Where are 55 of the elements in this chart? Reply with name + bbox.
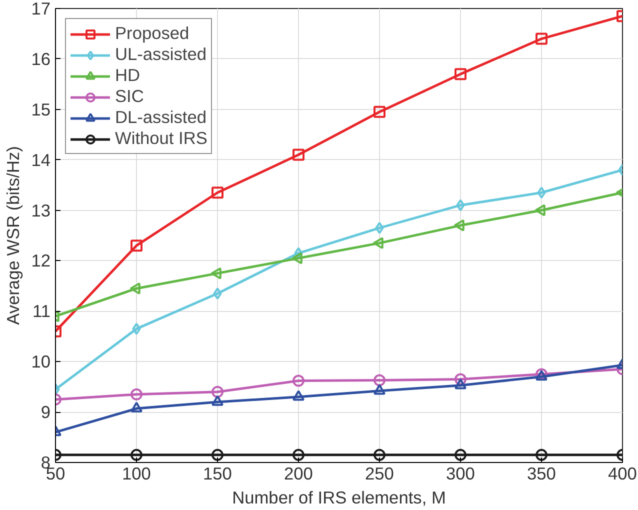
y-tick-label: 12: [31, 250, 51, 271]
y-tick-label: 11: [32, 301, 51, 322]
y-tick-label: 14: [31, 150, 51, 170]
x-tick-label: 200: [284, 464, 313, 484]
point: [130, 402, 142, 412]
point: [375, 222, 384, 234]
point: [292, 252, 302, 264]
point: [292, 374, 304, 387]
x-tick-label: 250: [365, 464, 394, 484]
point: [454, 219, 464, 232]
point: [212, 186, 224, 199]
point: [292, 148, 304, 161]
x-tick-label: 400: [608, 464, 637, 484]
point: [292, 448, 304, 461]
legend-label: SIC: [115, 86, 144, 107]
point: [130, 388, 142, 400]
point: [536, 448, 548, 461]
y-tick-label: 10: [31, 352, 51, 372]
legend-label: Proposed: [115, 23, 190, 44]
x-tick-label: 100: [122, 464, 151, 484]
legend-label: DL-assisted: [115, 107, 206, 128]
y-axis-title: Average WSR (bits/Hz): [3, 146, 24, 325]
point: [130, 448, 142, 461]
x-axis-title: Number of IRS elements, M: [232, 488, 446, 508]
point: [372, 237, 384, 250]
y-tick-label: 9: [40, 402, 51, 422]
y-tick-label: 15: [31, 99, 51, 120]
point: [212, 386, 224, 398]
y-tick-label: 17: [31, 0, 51, 18]
point: [212, 395, 224, 406]
point: [292, 390, 304, 401]
x-tick-label: 300: [446, 464, 475, 484]
point: [132, 322, 141, 335]
point: [374, 374, 386, 386]
legend-label: UL-assisted: [115, 44, 206, 65]
legend-label: HD: [115, 65, 140, 86]
point: [130, 240, 142, 252]
point: [534, 204, 546, 216]
legend-label: Without IRS: [115, 128, 208, 149]
y-tick-label: 16: [31, 48, 51, 69]
point: [374, 106, 386, 118]
point: [537, 186, 546, 199]
point: [454, 378, 466, 390]
point: [456, 199, 465, 212]
x-tick-label: 150: [203, 464, 232, 484]
point: [213, 288, 222, 300]
point: [454, 68, 466, 80]
point: [454, 373, 466, 386]
x-tick-label: 350: [527, 464, 556, 484]
point: [374, 448, 386, 461]
point: [374, 384, 386, 395]
point: [454, 448, 466, 461]
point: [212, 448, 224, 461]
point: [536, 32, 548, 45]
y-tick-label: 13: [31, 200, 51, 220]
